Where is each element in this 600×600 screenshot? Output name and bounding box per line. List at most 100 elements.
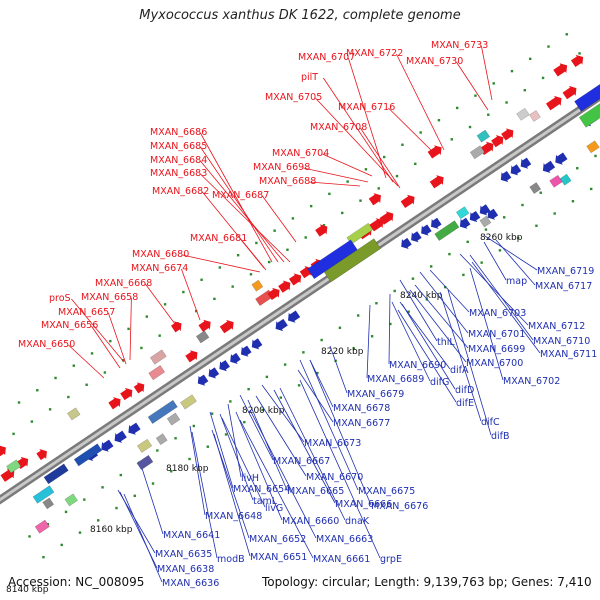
scale-dot <box>523 89 527 92</box>
gene-arrow <box>501 128 514 141</box>
gene-arrow <box>315 224 328 237</box>
scale-dot <box>133 494 136 498</box>
tick-label: 8260 kbp <box>480 233 523 243</box>
gene-label-reverse: MXAN_6635 <box>155 549 212 560</box>
gene-label-reverse: tamL <box>253 496 278 507</box>
genome-backbone <box>0 91 600 505</box>
scale-dot <box>85 383 88 386</box>
leader-line <box>129 297 132 361</box>
gene-label-reverse: MXAN_6654 <box>233 484 290 495</box>
leader-line <box>273 389 336 504</box>
tick-label: 8240 kbp <box>400 291 443 301</box>
scale-dot <box>393 289 396 293</box>
gene-label-reverse: MXAN_6717 <box>535 281 592 292</box>
gene-arrow <box>230 352 241 364</box>
leader-line <box>396 53 445 151</box>
scale-dot <box>174 437 177 440</box>
leader-line <box>388 293 391 365</box>
leader-line <box>189 425 206 516</box>
scale-dot <box>103 371 107 374</box>
scale-dot <box>54 376 57 380</box>
gene-label-reverse: MXAN_6638 <box>157 564 214 575</box>
gene-arrow <box>219 319 234 334</box>
gene-block <box>32 485 55 504</box>
tick-label: 8200 kbp <box>242 406 285 416</box>
gene-label-reverse: map <box>506 276 527 287</box>
scale-dot <box>414 162 417 166</box>
gene-label-reverse: thiL <box>437 337 455 348</box>
leader-line <box>401 303 456 390</box>
gene-label-reverse: MXAN_6665 <box>287 486 344 497</box>
leader-line <box>247 399 288 491</box>
gene-arrow <box>459 217 471 229</box>
leader-line <box>262 195 297 243</box>
leader-line <box>429 269 470 313</box>
leader-line <box>123 493 163 583</box>
gene-block <box>137 438 153 453</box>
gene-block <box>6 459 22 474</box>
leader-line <box>91 325 121 369</box>
gene-block <box>323 238 381 283</box>
scale-dot <box>377 187 380 190</box>
gene-label-forward: MXAN_6680 <box>132 249 189 260</box>
scale-dot <box>429 265 433 268</box>
scale-dot <box>30 420 34 423</box>
gene-arrow <box>219 360 230 372</box>
scale-dot <box>279 396 283 399</box>
scale-dot <box>283 363 287 366</box>
leader-line <box>471 261 541 354</box>
gene-label-reverse: MXAN_6675 <box>358 486 415 497</box>
gene-label-forward: MXAN_6733 <box>431 40 488 51</box>
scale-dot <box>419 131 422 134</box>
leader-line <box>329 345 348 394</box>
gene-label-forward: MXAN_6687 <box>212 190 269 201</box>
gene-arrow <box>510 164 522 176</box>
scale-dot <box>268 260 271 264</box>
gene-arrow <box>108 397 121 410</box>
gene-label-forward: MXAN_6668 <box>95 278 152 289</box>
scale-dot <box>356 314 360 317</box>
gene-label-forward: MXAN_6685 <box>150 141 207 152</box>
scale-dot <box>510 69 514 73</box>
scale-dot <box>218 266 222 269</box>
gene-label-forward: pilT <box>301 72 318 83</box>
leader-line <box>348 57 387 179</box>
scale-dot <box>462 273 465 277</box>
gene-label-reverse: MXAN_6648 <box>205 511 262 522</box>
gene-block <box>34 519 50 534</box>
leader-line <box>495 239 536 286</box>
leader-line <box>309 181 361 187</box>
scale-dot <box>516 236 520 240</box>
leader-line <box>481 45 493 101</box>
scale-dot <box>437 119 441 122</box>
scale-dot <box>97 519 100 522</box>
scale-dot <box>42 555 45 559</box>
scale-dot <box>145 315 149 318</box>
gene-label-forward: MXAN_6657 <box>58 307 115 318</box>
gene-label-reverse: MXAN_6689 <box>367 374 424 385</box>
scale-dot <box>192 424 196 428</box>
leader-line <box>391 301 431 382</box>
scale-dot <box>487 113 490 116</box>
leader-line <box>240 238 265 269</box>
scale-dot <box>484 228 488 231</box>
leader-line <box>213 433 251 557</box>
leader-line <box>255 395 307 477</box>
gene-arrow <box>542 160 556 173</box>
scale-dot <box>261 408 264 412</box>
gene-label-reverse: MXAN_6703 <box>469 308 526 319</box>
scale-dot <box>302 351 305 354</box>
gene-label-reverse: MXAN_6710 <box>533 336 590 347</box>
gene-block <box>578 90 600 128</box>
gene-arrow <box>553 63 568 77</box>
gene-label-reverse: livH <box>241 473 259 484</box>
gene-label-reverse: MXAN_6679 <box>347 389 404 400</box>
scale-dot <box>156 449 159 452</box>
tick-label: 8180 kbp <box>166 464 209 474</box>
scale-dot <box>213 297 216 301</box>
gene-arrow <box>401 237 412 249</box>
scale-dot <box>474 94 477 97</box>
scale-dot <box>547 45 550 48</box>
leader-line <box>235 411 283 521</box>
scale-dot <box>346 180 349 183</box>
